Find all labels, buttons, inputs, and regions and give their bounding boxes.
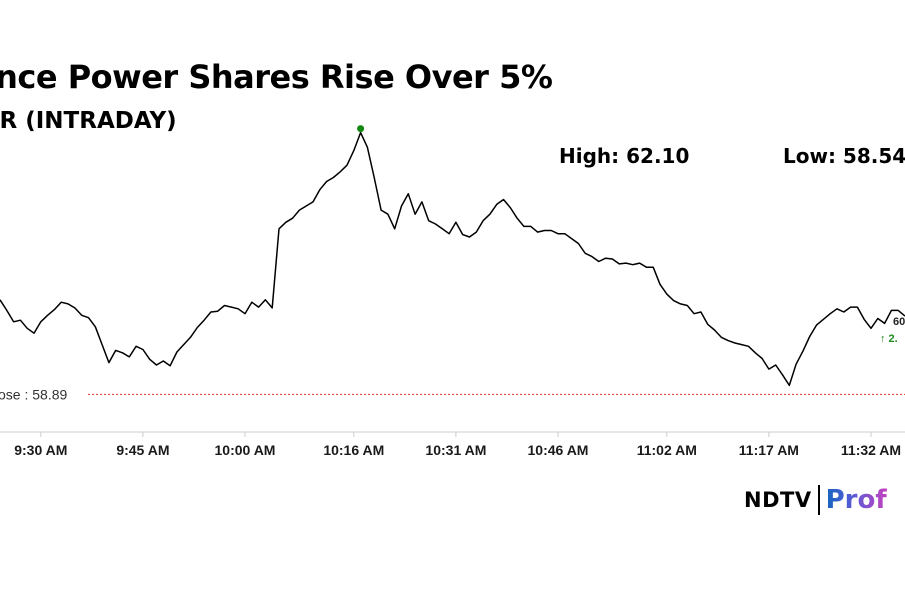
x-axis-ticks: 9:30 AM 9:45 AM 10:00 AM 10:16 AM 10:31 AM 10… — [14, 432, 901, 458]
last-price-label: 60 — [893, 316, 905, 328]
previous-close: ose : 58.89 — [0, 386, 905, 402]
logo-divider — [817, 485, 820, 515]
x-tick-label: 9:45 AM — [116, 442, 169, 458]
x-tick-label: 11:02 AM — [637, 442, 697, 458]
ndtv-profit-logo: NDTV Prof — [744, 482, 887, 518]
day-high-marker — [357, 125, 365, 133]
previous-close-label: ose : 58.89 — [0, 386, 67, 402]
x-tick-label: 11:17 AM — [739, 442, 799, 458]
x-tick-label: 10:16 AM — [323, 442, 384, 458]
ndtv-wordmark: NDTV — [744, 488, 812, 512]
x-tick-label: 10:00 AM — [215, 442, 276, 458]
chart-title: ance Power Shares Rise Over 5% — [0, 58, 553, 96]
x-tick-label: 11:32 AM — [841, 442, 901, 458]
profit-wordmark: Prof — [825, 485, 887, 515]
change-label: ↑ 2. — [880, 333, 898, 345]
chart-subtitle: VER (INTRADAY) — [0, 108, 177, 134]
x-axis: 9:30 AM 9:45 AM 10:00 AM 10:16 AM 10:31 AM 10… — [0, 431, 905, 458]
x-tick-label: 10:31 AM — [425, 442, 486, 458]
day-high-label: High: 62.10 — [559, 144, 690, 168]
day-low-label: Low: 58.54 — [783, 144, 905, 168]
price-line-series — [0, 131, 905, 387]
x-tick-label: 10:46 AM — [528, 442, 589, 458]
x-tick-label: 9:30 AM — [14, 442, 67, 458]
